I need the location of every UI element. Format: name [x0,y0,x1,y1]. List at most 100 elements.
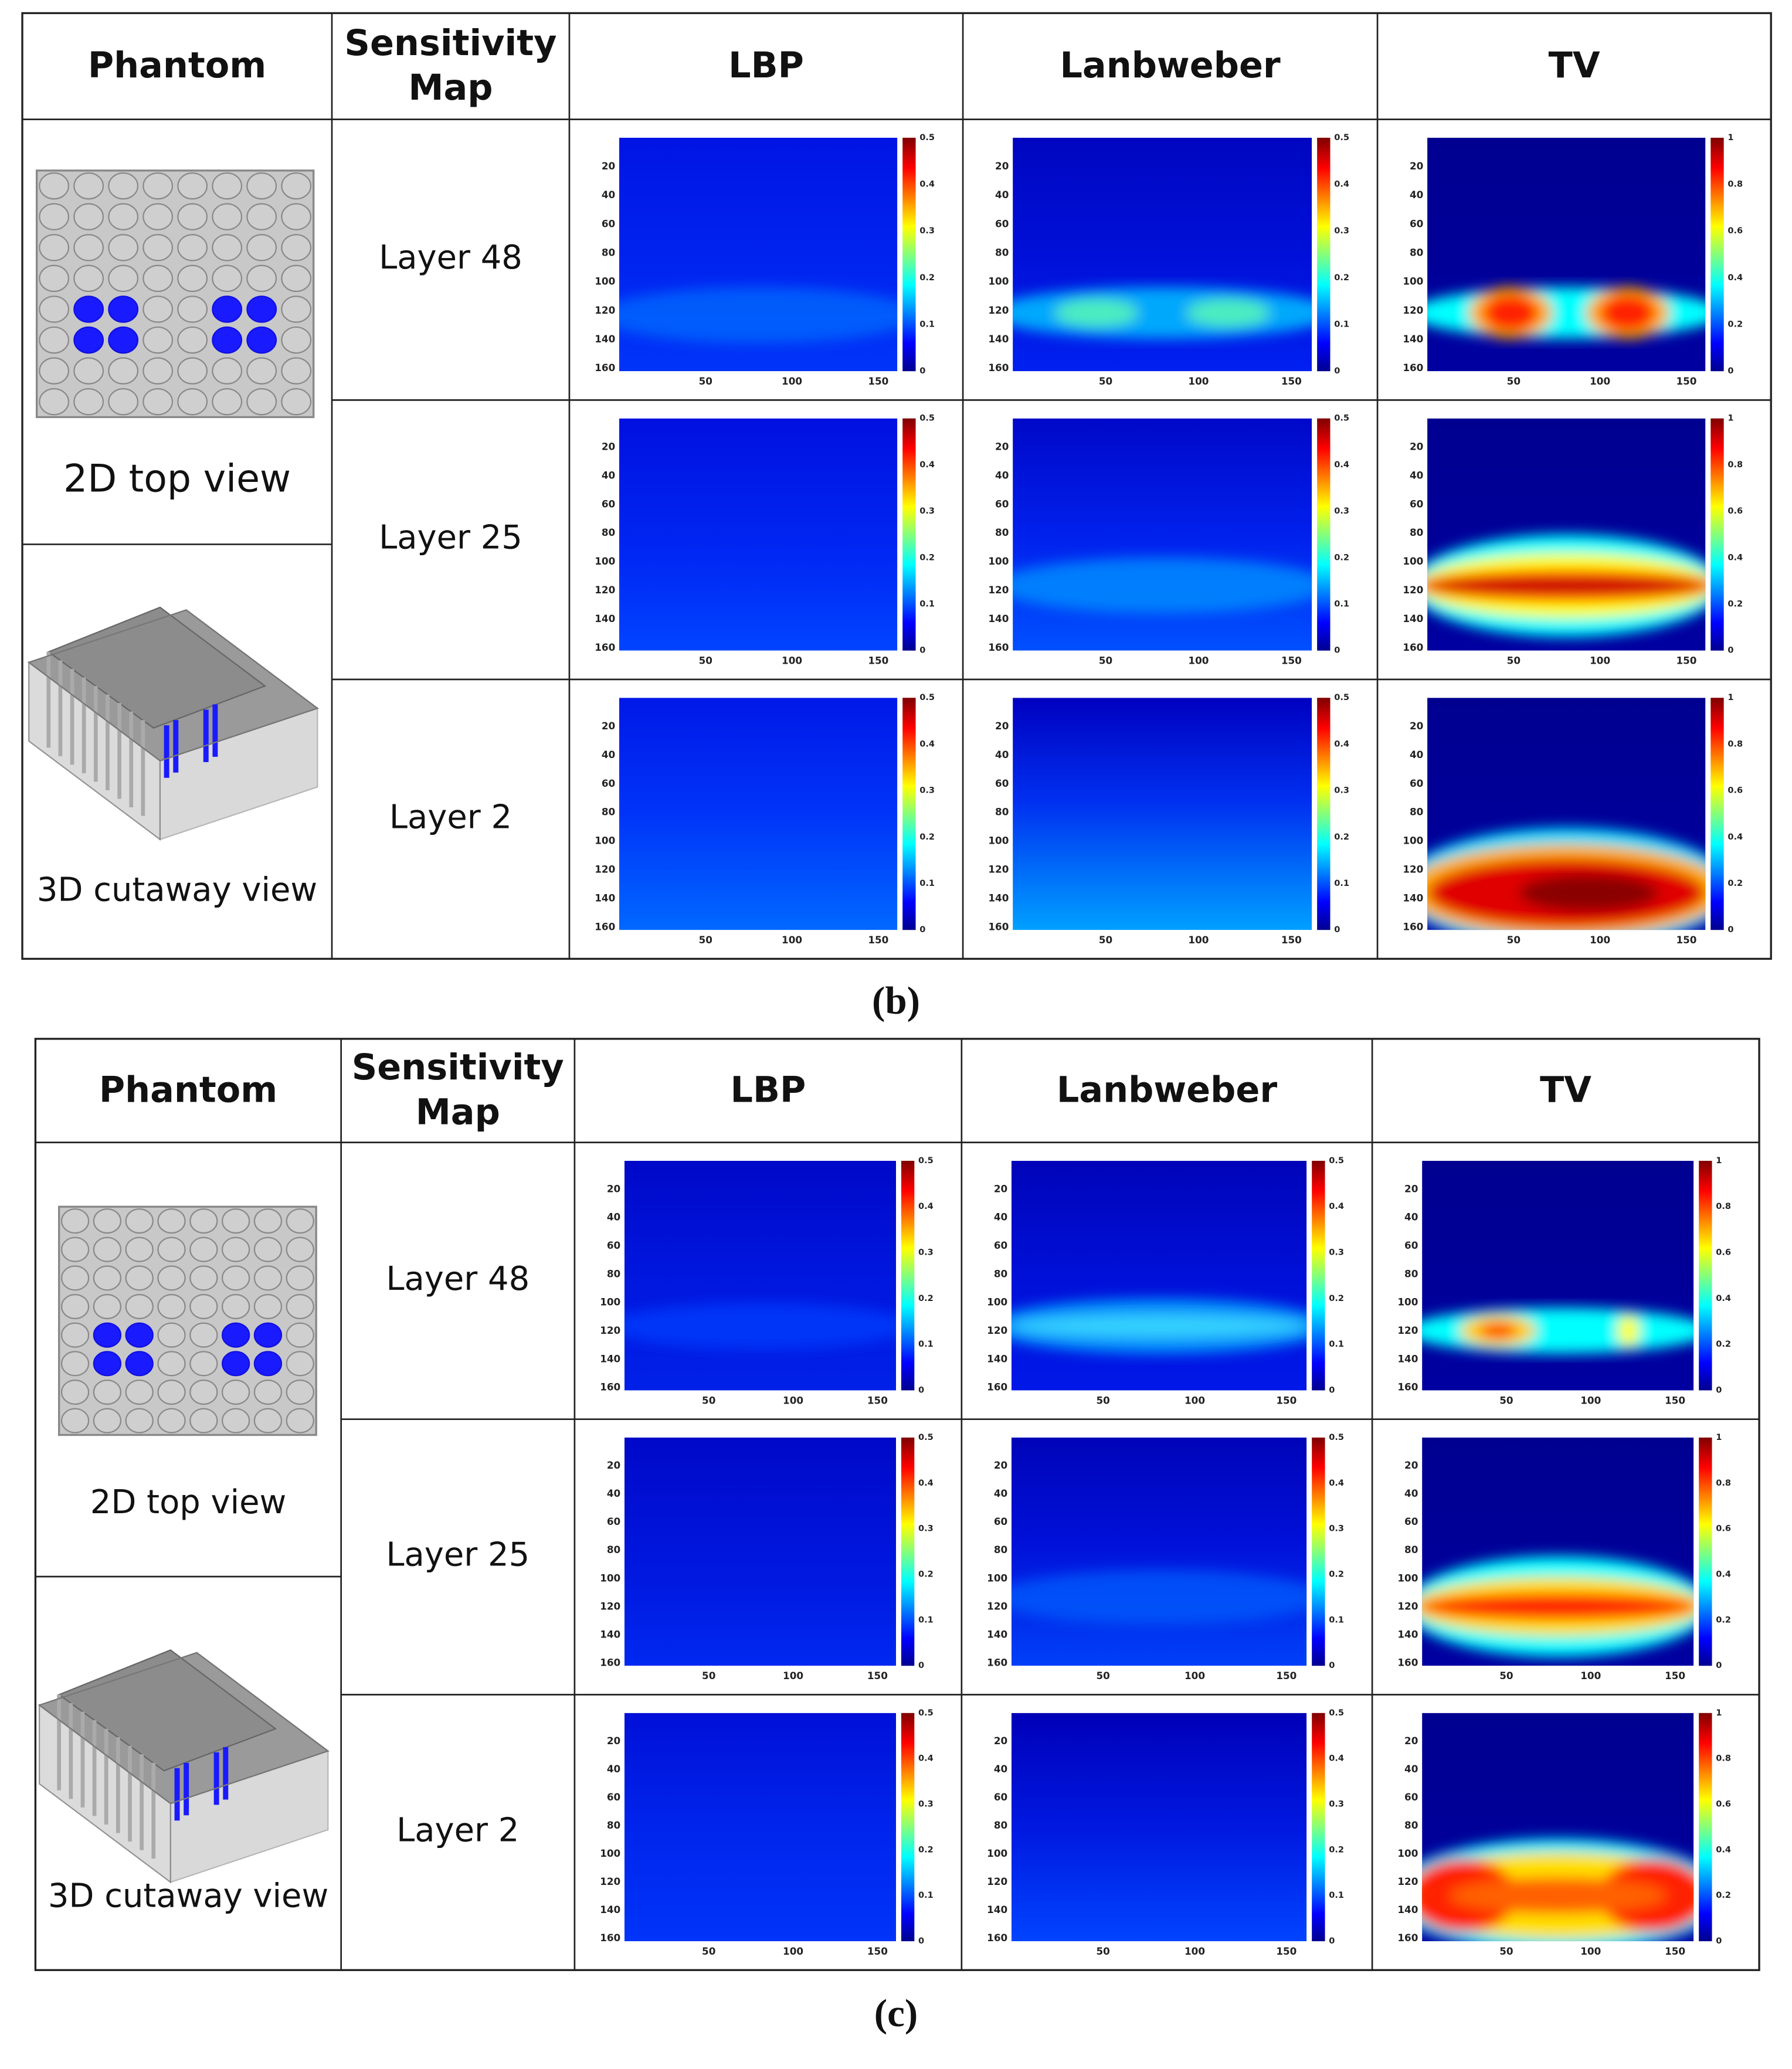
y-tick-label: 80 [1404,1544,1418,1555]
y-tick-label: 100 [1397,1296,1418,1308]
heatmap [1422,1713,1694,1942]
rod [221,1351,250,1377]
rod [142,264,174,293]
rod [142,203,174,230]
colorbar [1710,137,1724,372]
rod [177,388,208,416]
rod [253,1379,283,1405]
rod [212,295,243,323]
rod [93,1322,122,1348]
x-tick-label: 150 [868,375,888,387]
y-tick-label: 40 [994,1487,1007,1499]
colorbar-tick-label: 0.2 [1334,833,1349,842]
y-tick-label: 40 [607,1211,620,1223]
rod [125,1322,154,1348]
colorbar-tick-label: 0.2 [919,553,935,562]
y-tick-label: 20 [994,1459,1007,1471]
colorbar-tick-label: 1 [1727,414,1733,423]
rod [73,388,104,416]
y-tick-label: 100 [1403,555,1423,567]
x-tick-label: 50 [1499,1945,1513,1957]
colorbar-tick-label: 0 [1334,366,1340,376]
colorbar-tick-label: 0.3 [919,226,935,236]
rod [246,357,277,385]
x-tick-label: 50 [1507,934,1521,946]
y-tick-label: 80 [607,1268,620,1279]
colorbar-tick-label: 0 [919,925,925,935]
colorbar [1710,418,1724,651]
colorbar-tick-label: 0.1 [919,599,935,609]
rod [93,1408,122,1433]
y-tick-label: 20 [995,160,1009,172]
rod [108,264,139,293]
y-tick-label: 140 [595,892,615,903]
x-tick-label: 150 [1276,1670,1297,1681]
x-tick-label: 150 [1676,934,1696,946]
rod [281,234,312,261]
y-tick-label: 80 [1410,806,1423,818]
y-tick-label: 160 [595,641,615,653]
y-tick-label: 20 [994,1735,1007,1747]
header-cell: LBP [730,1069,806,1110]
colorbar-tick-label: 0 [1716,1385,1722,1395]
colorbar-tick-label: 0.2 [1329,1570,1344,1579]
y-tick-label: 160 [595,920,615,932]
header: LBP [728,45,804,86]
header-cell: Phantom [87,45,267,86]
rod [221,1379,250,1405]
colorbar-tick-label: 0.2 [1716,1340,1731,1349]
rod [39,264,70,293]
y-tick-label: 120 [595,304,615,316]
heatmap-bg [1011,1437,1307,1666]
colorbar [1699,1437,1712,1666]
colorbar-tick-label: 0.2 [1727,879,1743,888]
y-tick-label: 160 [1397,1656,1418,1668]
colorbar-tick-label: 0 [919,366,925,376]
colorbar-tick-label: 0.4 [1329,1754,1344,1764]
y-tick-label: 140 [1403,333,1423,345]
rod [177,203,208,230]
x-tick-label: 100 [1580,1394,1601,1406]
y-tick-label: 40 [995,749,1009,760]
y-tick-label: 100 [988,835,1009,847]
x-tick-label: 50 [699,934,712,946]
heatmap-blobs [624,1303,896,1349]
rod [221,1322,250,1348]
rod [286,1351,314,1377]
colorbar-tick-label: 0.4 [1727,273,1743,283]
heatmap-bg [1422,1160,1694,1391]
y-tick-label: 140 [1403,613,1423,624]
x-tick-label: 100 [1188,934,1209,946]
rod [281,388,312,416]
colorbar-tick-label: 0.2 [919,273,935,283]
y-tick-label: 160 [988,920,1009,932]
colorbar-tick-label: 1 [1716,1708,1722,1718]
rod [108,388,139,416]
header: Phantom [87,45,267,86]
rod [221,1265,250,1291]
colorbar-tick-label: 0.1 [1334,320,1349,329]
header-cell: LBP [728,45,804,86]
colorbar-tick-label: 0 [918,1385,924,1395]
rod [157,1379,186,1405]
row-label: Layer 2 [396,1812,519,1850]
y-tick-label: 120 [600,1324,620,1336]
rod [73,357,104,385]
colorbar-tick-label: 0.6 [1727,226,1743,236]
y-tick-label: 120 [595,864,615,875]
colorbar-tick-label: 0.5 [918,1708,934,1718]
y-tick-label: 100 [987,1296,1007,1308]
rod [60,1265,90,1291]
x-tick-label: 100 [1185,1394,1205,1406]
heatmap-bg [1013,418,1312,651]
colorbar-tick-label: 0.1 [1334,879,1349,888]
heatmap-bg [1011,1160,1307,1391]
x-tick-label: 100 [1590,655,1610,667]
rod [286,1236,314,1262]
x-tick-label: 50 [1507,655,1521,667]
y-tick-label: 100 [1397,1572,1418,1584]
rod [142,326,174,354]
colorbar-tick-label: 0 [1727,925,1733,935]
header-cell: Phantom [99,1069,277,1110]
colorbar-tick-label: 0 [1334,925,1340,935]
